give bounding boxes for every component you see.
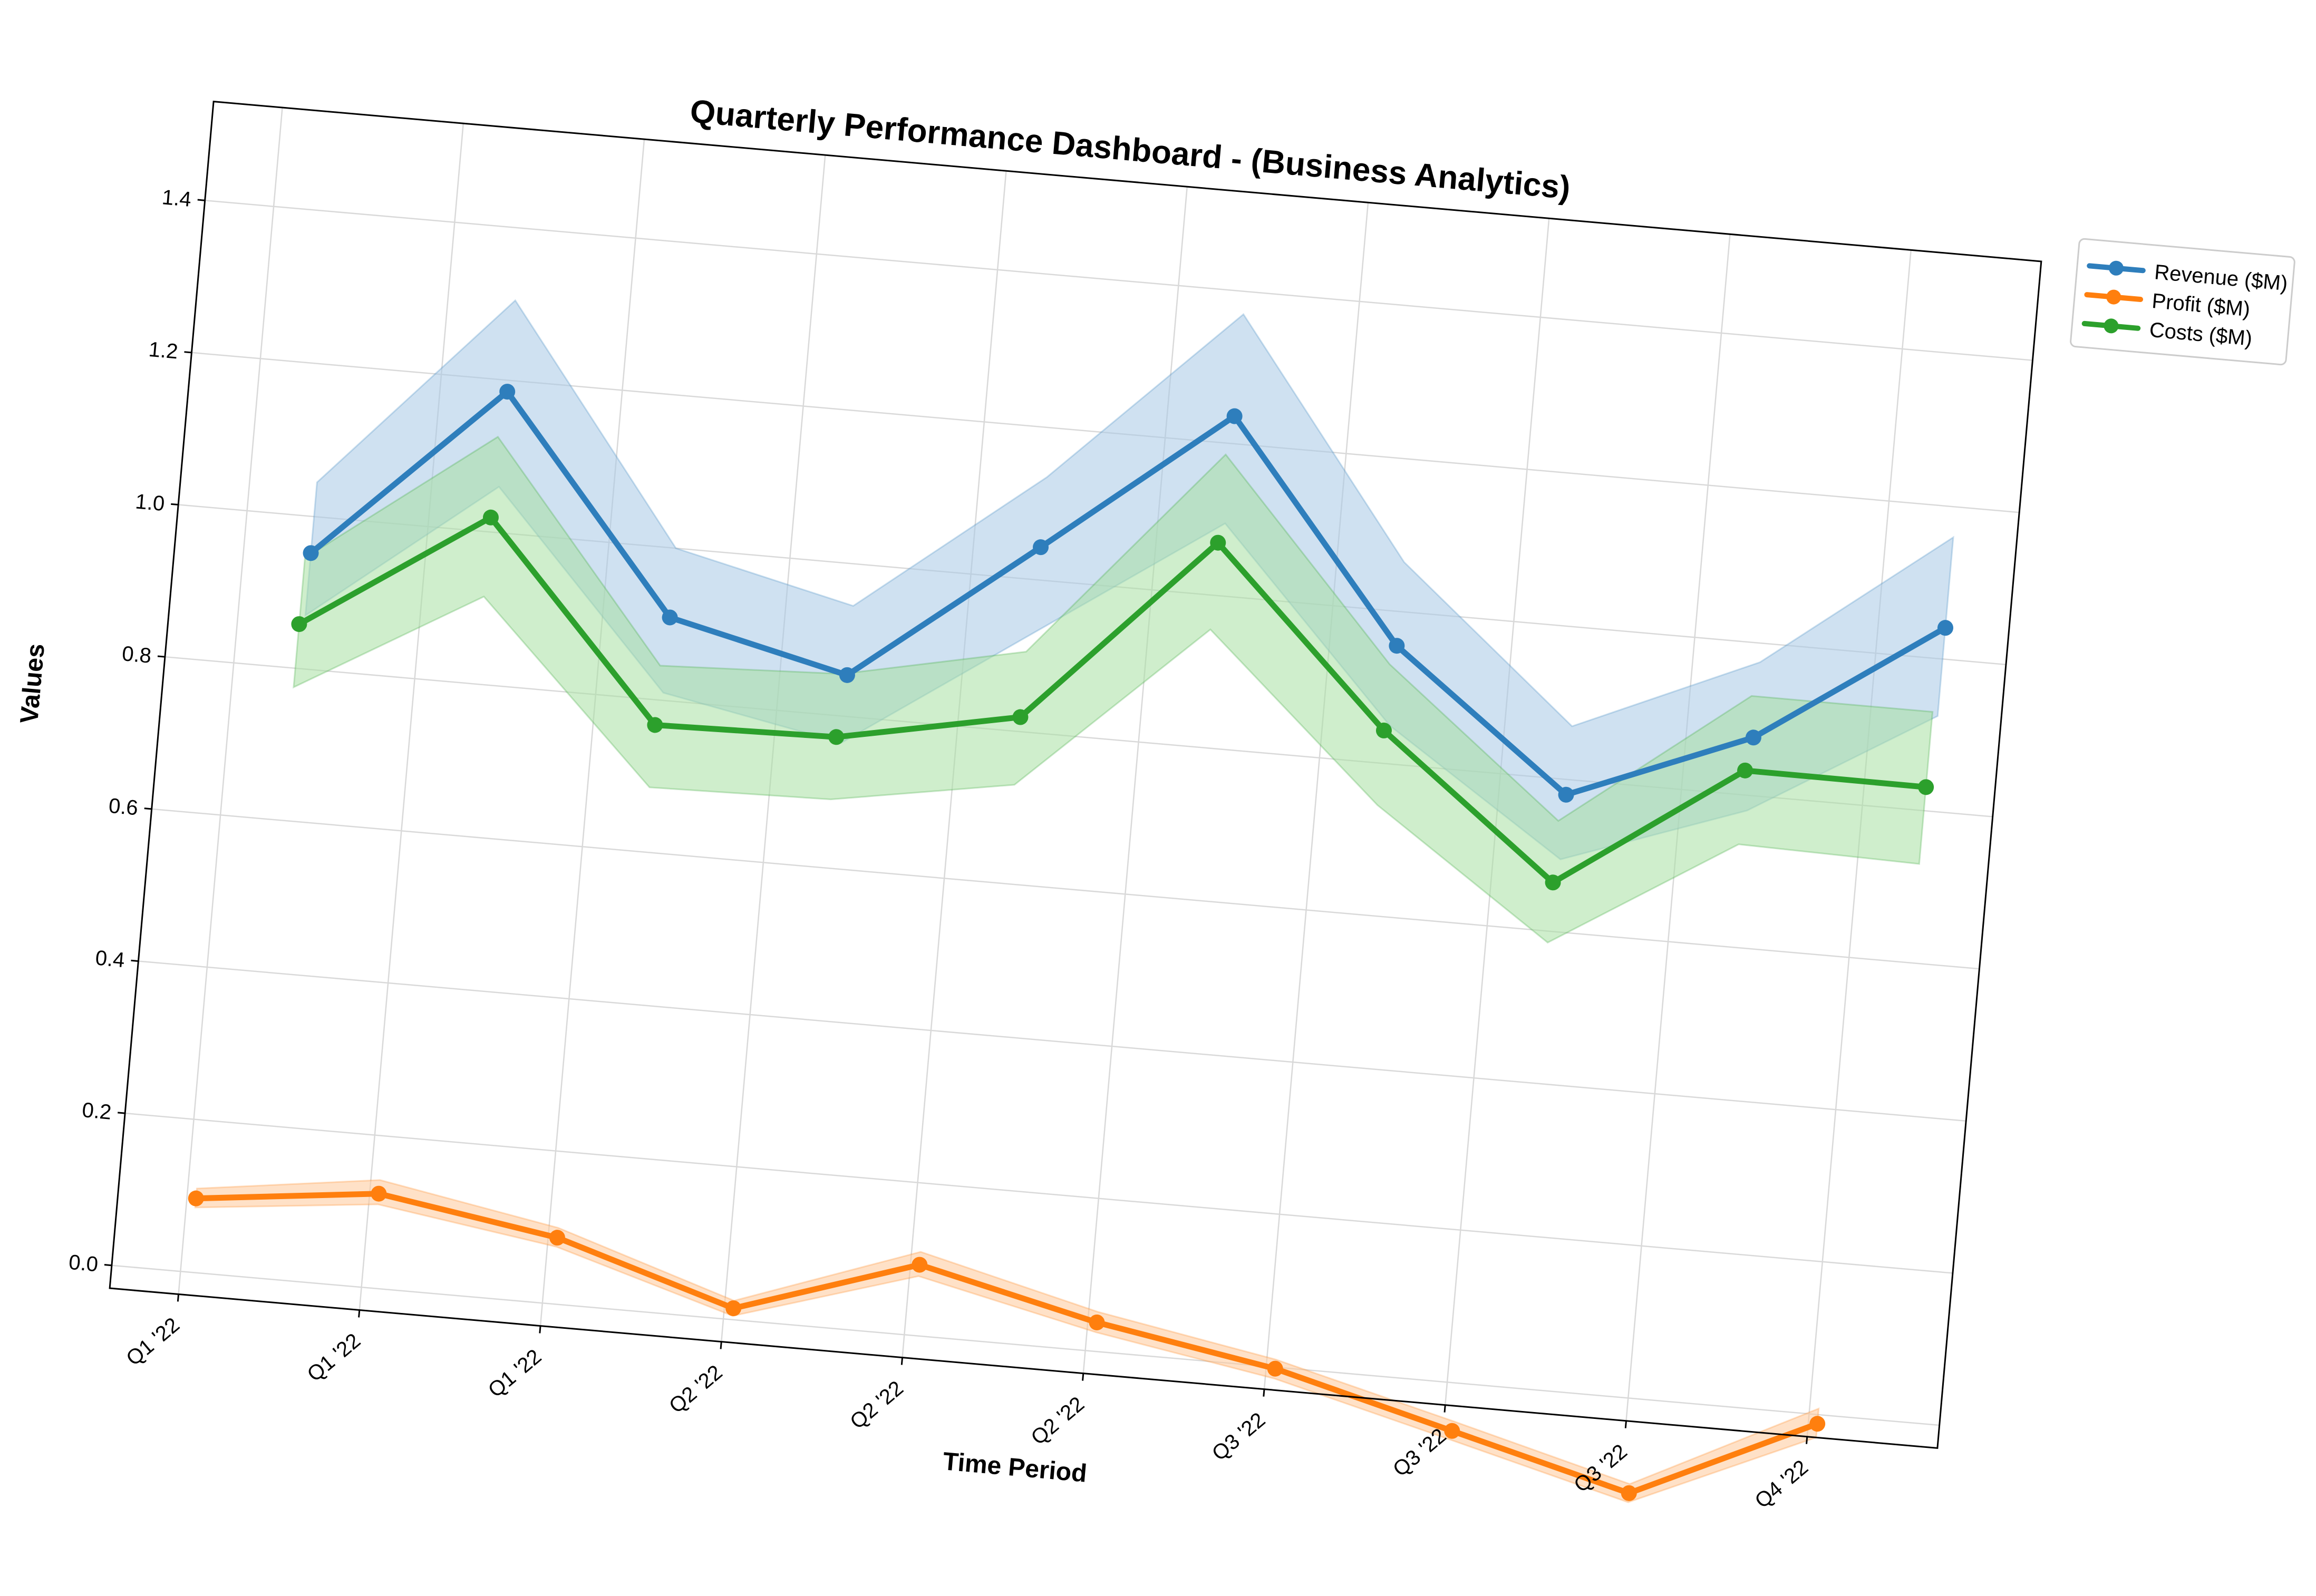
revenue-m-point [1745,729,1761,746]
legend: Revenue ($M)Profit ($M)Costs ($M) [2070,238,2295,366]
y-gridline [125,1112,1953,1274]
profit-m-point [549,1230,565,1246]
costs-m-point [1210,534,1226,551]
revenue-m-point [1937,620,1953,636]
y-tick-label: 0.4 [94,946,125,972]
revenue-m-point [499,384,516,400]
y-axis-title: Values [15,643,50,725]
profit-m-point [725,1300,742,1317]
y-tick-label: 0.6 [108,794,139,820]
costs-m-band [293,435,1934,944]
x-gridline [539,139,645,1326]
profit-m-point [912,1257,928,1273]
profit-m-point [1621,1485,1637,1501]
costs-m-point [1918,779,1934,795]
revenue-m-point [1389,638,1405,654]
costs-m-point [1737,762,1753,778]
y-tick-labels: 0.0 0.2 0.4 0.6 0.8 1.0 1.2 1.4 [68,186,192,1276]
y-tick-label: 0.8 [121,642,152,668]
y-tick-label: 0.2 [81,1098,112,1124]
y-tick-label: 0.0 [68,1251,99,1277]
costs-m-point [1012,709,1029,725]
x-tick-mark [358,1310,361,1318]
confidence-bands [194,299,1954,1503]
profit-m-point [1089,1314,1105,1330]
costs-m-point [647,717,663,733]
revenue-m-point [303,545,319,561]
y-tick-label: 1.2 [148,338,179,364]
y-tick-mark [184,351,192,354]
revenue-m-line [308,388,1949,798]
profit-m-point [1444,1423,1460,1439]
profit-m-point [1267,1360,1283,1377]
legend-revenue-m-swatch-marker [2109,260,2124,276]
y-gridline [151,808,1980,970]
profit-m-line [193,1191,1820,1496]
grid-layer [111,107,2033,1437]
x-gridline [178,107,283,1295]
revenue-m-point [1033,539,1049,556]
costs-m-point [1545,874,1561,891]
x-tick-mark [1624,1420,1627,1428]
costs-m-point [291,616,307,632]
costs-m-point [828,729,845,745]
revenue-m-point [839,667,855,683]
y-tick-label: 1.0 [134,490,166,516]
axis-ticks [104,199,1808,1444]
legend-costs-m-swatch-marker [2104,318,2119,334]
series-lines [193,388,1949,1496]
costs-m-point [1375,722,1392,738]
y-gridline [111,1264,1940,1426]
series-markers [188,384,1953,1501]
costs-m-point [482,509,499,525]
profit-m-point [188,1190,204,1206]
y-tick-label: 1.4 [161,186,192,211]
profit-m-point [1809,1416,1826,1432]
x-gridline [1263,202,1369,1389]
revenue-m-point [662,609,678,626]
x-gridline [358,123,464,1310]
plot-frame [109,101,2042,1449]
costs-m-line [296,514,1929,885]
y-gridline [205,200,2033,361]
y-gridline [138,960,1966,1122]
y-tick-mark [131,959,139,962]
profit-m-point [371,1185,387,1202]
revenue-m-point [1226,408,1243,424]
legend-profit-m-swatch-marker [2106,289,2121,305]
y-tick-mark [157,655,166,658]
y-tick-mark [104,1264,112,1267]
revenue-m-point [1558,786,1574,803]
